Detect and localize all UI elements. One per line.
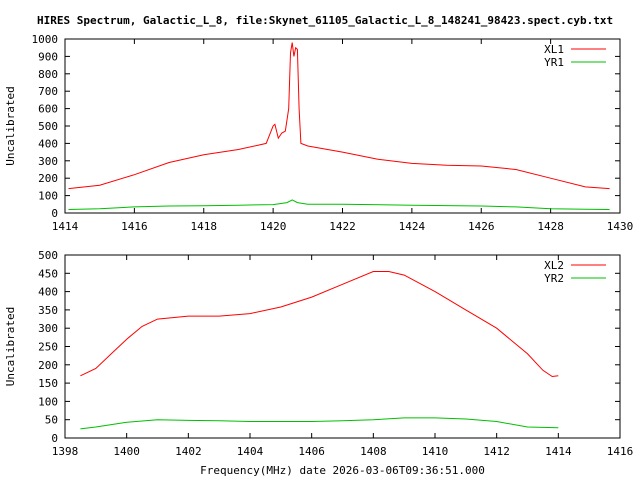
legend-label: XL1 (544, 43, 564, 56)
x-tick-label: 1424 (399, 220, 426, 233)
x-tick-label: 1402 (175, 445, 202, 458)
x-axis-label: Frequency(MHz) date 2026-03-06T09:36:51.… (200, 464, 485, 477)
legend-label: YR2 (544, 272, 564, 285)
x-tick-label: 1408 (360, 445, 387, 458)
y-tick-label: 200 (38, 172, 58, 185)
y-tick-label: 0 (51, 432, 58, 445)
y-tick-label: 700 (38, 85, 58, 98)
x-tick-label: 1414 (545, 445, 572, 458)
y-tick-label: 600 (38, 103, 58, 116)
y-tick-label: 100 (38, 395, 58, 408)
y-tick-label: 50 (45, 414, 58, 427)
legend-label: XL2 (544, 259, 564, 272)
x-tick-label: 1404 (237, 445, 264, 458)
x-tick-label: 1412 (483, 445, 510, 458)
y-axis-label: Uncalibrated (4, 307, 17, 386)
x-tick-label: 1418 (191, 220, 218, 233)
plot-frame (64, 38, 621, 214)
x-tick-label: 1416 (607, 445, 634, 458)
series-line-xl1 (68, 42, 610, 190)
y-tick-label: 300 (38, 155, 58, 168)
y-tick-label: 0 (51, 207, 58, 220)
y-tick-label: 350 (38, 304, 58, 317)
y-tick-label: 200 (38, 359, 58, 372)
y-tick-label: 900 (38, 50, 58, 63)
series-line-yr2 (80, 417, 559, 430)
y-tick-label: 100 (38, 190, 58, 203)
y-tick-label: 250 (38, 341, 58, 354)
x-tick-label: 1400 (113, 445, 140, 458)
plot-frame (64, 254, 621, 439)
series-line-yr1 (68, 199, 610, 210)
y-tick-label: 500 (38, 249, 58, 262)
x-tick-label: 1410 (422, 445, 449, 458)
chart-title: HIRES Spectrum, Galactic_L_8, file:Skyne… (37, 14, 613, 27)
x-tick-label: 1422 (329, 220, 356, 233)
x-tick-label: 1398 (52, 445, 79, 458)
x-tick-label: 1414 (52, 220, 79, 233)
y-tick-label: 450 (38, 267, 58, 280)
y-tick-label: 150 (38, 377, 58, 390)
y-tick-label: 800 (38, 68, 58, 81)
y-tick-label: 1000 (32, 33, 59, 46)
y-tick-label: 400 (38, 286, 58, 299)
series-line-xl2 (80, 271, 559, 378)
x-tick-label: 1428 (537, 220, 564, 233)
y-tick-label: 400 (38, 137, 58, 150)
legend-label: YR1 (544, 56, 564, 69)
x-tick-label: 1406 (298, 445, 325, 458)
y-tick-label: 300 (38, 322, 58, 335)
x-tick-label: 1420 (260, 220, 287, 233)
y-tick-label: 500 (38, 120, 58, 133)
x-tick-label: 1430 (607, 220, 634, 233)
x-tick-label: 1426 (468, 220, 495, 233)
x-tick-label: 1416 (121, 220, 148, 233)
y-axis-label: Uncalibrated (4, 86, 17, 165)
